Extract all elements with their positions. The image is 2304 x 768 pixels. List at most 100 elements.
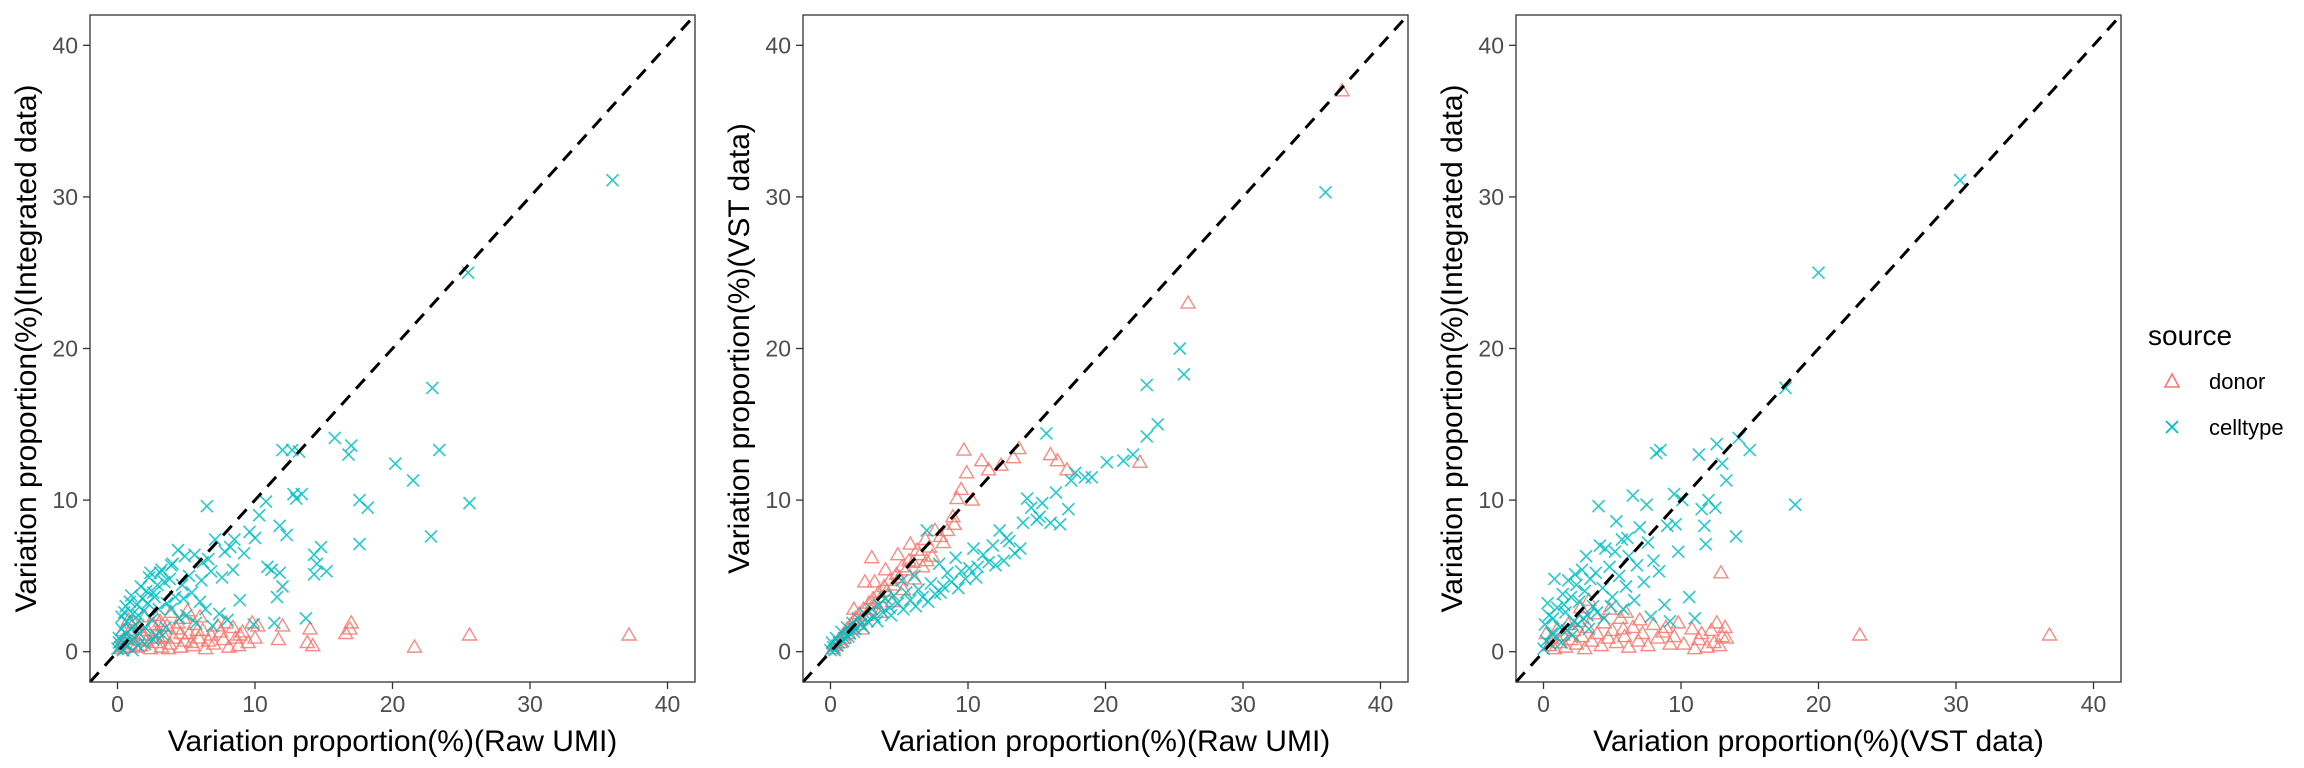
point-celltype [1604,599,1618,613]
point-celltype [1100,455,1114,469]
point-donor [902,535,919,550]
x-tick-label: 20 [1093,691,1119,717]
point-donor [205,635,222,650]
point-celltype [1701,493,1716,507]
point-celltype [1035,496,1049,510]
point-celltype [156,628,170,642]
point-celltype [130,598,144,612]
point-celltype [896,602,910,616]
point-celltype [1692,448,1706,462]
point-celltype [273,519,287,533]
point-celltype [1620,531,1634,545]
point-celltype [982,555,996,569]
point-celltype [1619,579,1633,594]
y-axis-title: Variation proportion(%)(Integrated data) [10,84,43,612]
point-celltype [1649,446,1663,460]
point-celltype [252,508,266,522]
point-donor [1703,622,1720,637]
y-tick-label: 30 [52,184,78,210]
point-donor [1620,638,1637,653]
x-tick-label: 40 [655,691,681,717]
point-celltype [1657,598,1672,612]
y-tick-label: 30 [765,184,791,210]
point-donor [1686,640,1703,655]
point-donor [200,632,217,647]
point-celltype [247,617,261,631]
point-celltype [341,448,356,462]
x-tick-label: 30 [517,691,543,717]
point-celltype [1538,617,1552,631]
point-celltype [352,537,367,551]
point-celltype [951,581,965,595]
panel-1: 0 10 20 30 40 0 10 20 30 40 Variation proportion(%… [10,13,697,758]
point-donor [1599,629,1617,644]
point-celltype [299,611,313,625]
point-celltype [870,614,884,628]
point-celltype [388,457,402,471]
point-celltype [289,492,303,506]
point-celltype [212,607,226,621]
point-celltype [1633,520,1647,534]
point-donor [620,626,638,641]
point-celltype [1569,578,1584,592]
y-tick-label: 20 [52,336,78,362]
point-donor [2041,626,2058,641]
x-tick-label: 30 [1943,691,1969,717]
point-celltype [220,613,235,627]
y-axis-title: Variation proportion(%)(VST data) [723,123,756,574]
point-celltype [280,528,294,542]
point-celltype [267,616,281,630]
point-donor [1711,637,1728,652]
point-donor [1608,634,1625,649]
point-donor [1630,632,1647,647]
point-donor [343,614,360,629]
point-donor [337,625,354,640]
point-donor [918,552,935,567]
point-celltype [1609,514,1623,528]
point-celltype [920,523,934,537]
point-celltype [1556,587,1570,601]
panel-2: 0 10 20 30 40 0 10 20 30 40 Variation proportion(%… [723,13,1410,758]
point-celltype [189,616,203,630]
point-celltype [932,557,946,571]
point-donor [1624,619,1642,634]
point-donor [227,629,244,644]
point-celltype [154,563,169,577]
point-donor [1661,635,1679,650]
point-celltype [406,473,420,487]
point-donor [885,576,902,591]
point-celltype [198,602,213,616]
point-celltype [921,595,935,609]
point-celltype [1688,611,1702,625]
point-donor [142,640,159,655]
y-tick-label: 40 [765,32,791,58]
point-celltype [1565,628,1579,642]
point-donor [239,634,257,649]
point-donor [1683,620,1701,635]
point-celltype [1116,454,1130,468]
x-tick-label: 0 [1537,691,1550,717]
y-tick-label: 30 [1478,184,1504,210]
point-donor [1712,564,1730,579]
legend-donor-key [2163,372,2181,388]
y-tick-label: 10 [52,487,78,513]
point-celltype [270,590,284,604]
point-celltype [233,593,247,607]
point-donor [1690,631,1708,646]
point-donor [1645,616,1662,631]
point-celltype [223,540,237,554]
point-celltype [1032,510,1047,524]
point-donor [958,464,975,479]
point-celltype [1008,546,1022,560]
y-axis-title: Variation proportion(%)(Integrated data) [1436,84,1469,612]
point-celltype [1553,620,1567,634]
point-donor [866,573,883,588]
point-donor [1546,640,1563,655]
point-donor [224,619,242,634]
point-celltype [1547,572,1562,586]
point-donor [172,625,189,640]
point-celltype [1699,537,1713,551]
point-donor [234,623,251,638]
x-tick-label: 40 [1368,691,1394,717]
